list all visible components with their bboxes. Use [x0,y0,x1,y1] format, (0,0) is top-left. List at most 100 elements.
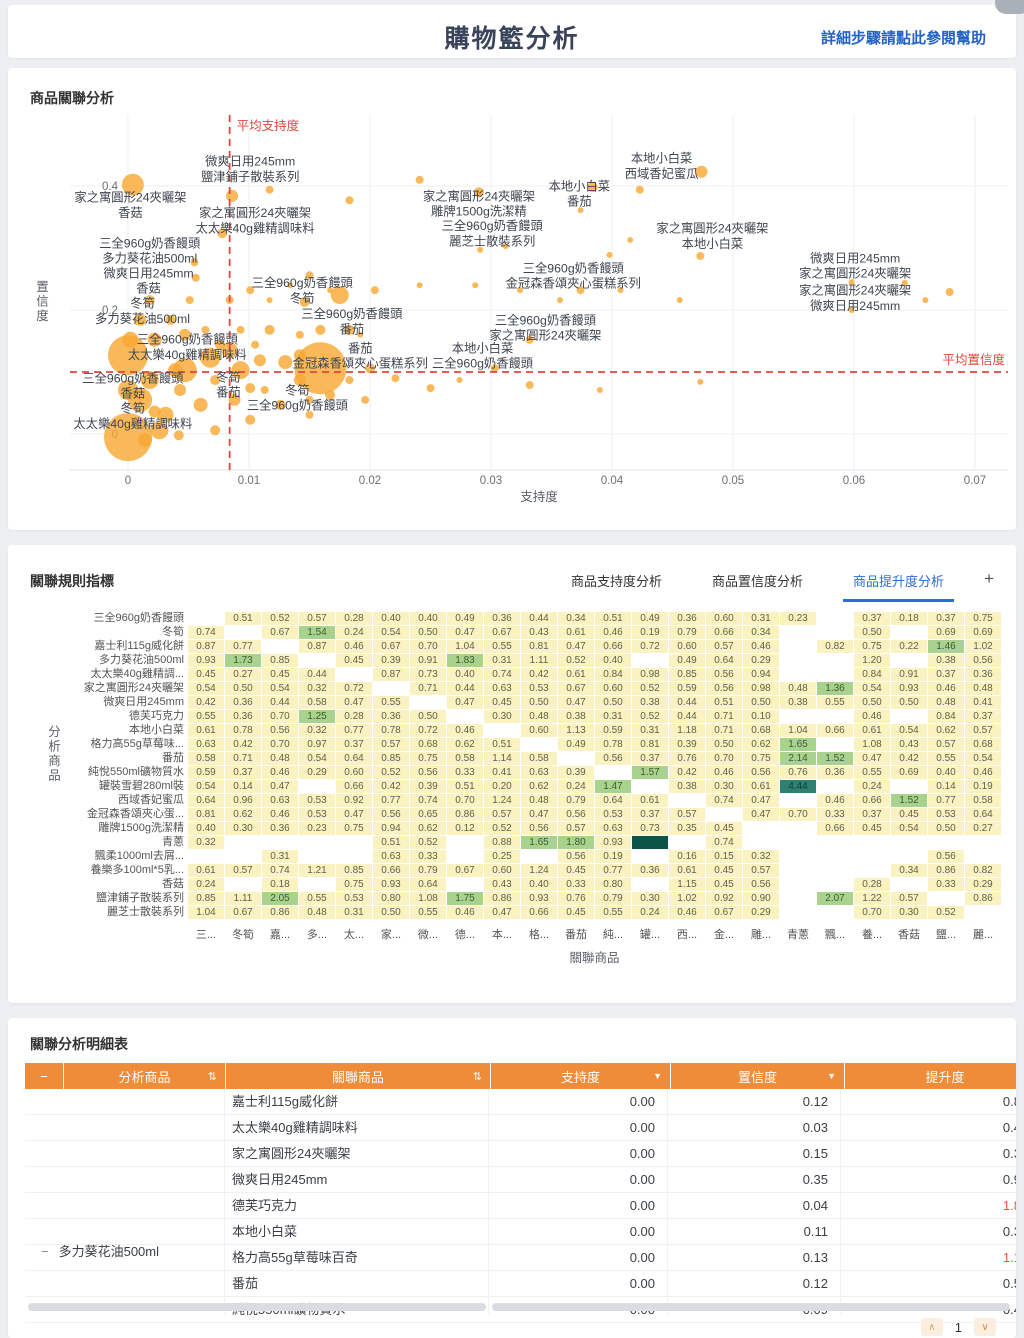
heatmap-cell: 0.91 [410,654,446,667]
column-divider [840,1089,841,1314]
header-analyzed-product[interactable]: 分析商品 ⇅ [63,1063,225,1089]
heatmap-cell: 0.48 [965,682,1001,695]
heatmap-cell: 0.45 [188,668,224,681]
heatmap-cell [817,738,853,751]
filter-triangle-icon[interactable]: ▼ [653,1071,662,1081]
filter-triangle-icon[interactable]: ▼ [827,1071,836,1081]
heatmap-cell: 0.45 [558,906,594,919]
scatter-bubble [587,182,598,193]
heatmap-cell: 0.19 [595,850,631,863]
heatmap-cell: 0.75 [965,612,1001,625]
heatmap-column-label: 格... [528,929,550,941]
heatmap-cell: 0.62 [225,808,261,821]
heatmap-cell [632,878,668,891]
heatmap-cell: 0.28 [336,612,372,625]
heatmap-cell: 0.50 [595,696,631,709]
header-lift[interactable]: 提升度 ▼ [844,1063,1016,1089]
heatmap-cell: 0.54 [373,626,409,639]
scatter-bubble [178,328,191,341]
heatmap-cell: 0.67 [373,640,409,653]
page-number: 1 [954,1319,962,1335]
horizontal-scrollbar-left[interactable] [28,1303,486,1311]
heatmap-cell: 0.70 [706,752,742,765]
scatter-bubble [264,324,275,335]
heatmap-cell: 0.88 [484,836,520,849]
page-up-button[interactable]: ∧ [920,1318,943,1336]
heatmap-cell: 0.54 [299,752,335,765]
heatmap-column-label: 德... [454,929,476,941]
table-row[interactable]: 德芙巧克力 0.00 0.04 1.8 [25,1193,1016,1219]
table-row[interactable]: 太太樂40g雞精調味料 0.00 0.03 0.4 [25,1115,1016,1141]
heatmap-cell: 0.75 [854,640,890,653]
heatmap-cell: 1.36 [817,682,853,695]
heatmap-column-label: 嘉... [269,929,291,941]
scatter-bubble [305,410,314,419]
group-collapse-icon[interactable]: − [41,1244,49,1259]
header-associated-product[interactable]: 關聯商品 ⇅ [225,1063,490,1089]
x-tick-label: 0 [125,475,131,487]
heatmap-cell: 0.68 [965,738,1001,751]
table-row[interactable]: 家之寓圓形24夾曬架 0.00 0.15 0.3 [25,1141,1016,1167]
sort-filter-icon[interactable]: ⇅ [207,1070,217,1083]
heatmap-cell: 0.79 [669,626,705,639]
heatmap-cell: 0.93 [891,682,927,695]
heatmap-cell: 0.56 [262,724,298,737]
heatmap-cell: 0.44 [669,710,705,723]
heatmap-cell: 0.42 [373,780,409,793]
scatter-bubble [517,287,524,294]
heatmap-cell: 0.63 [595,822,631,835]
table-row[interactable]: 本地小白菜 0.00 0.11 0.3 [25,1219,1016,1245]
collapse-all-icon[interactable]: − [40,1068,48,1084]
heatmap-cell: 0.47 [336,808,372,821]
heatmap-cell: 0.49 [669,654,705,667]
scatter-bubble [251,340,260,349]
scatter-point-label: 家之寓圓形24夾曬架香菇 [74,190,186,220]
heatmap-cell [817,850,853,863]
tab-support-analysis[interactable]: 商品支持度分析 [571,574,663,589]
scatter-bubble [118,379,138,400]
table-row[interactable]: 微爽日用245mm 0.00 0.35 0.9 [25,1167,1016,1193]
heatmap-cell: 0.23 [780,612,816,625]
heatmap-row-label: 微爽日用245mm [103,696,184,708]
cell-confidence: 0.12 [802,1094,828,1109]
scatter-bubble [357,331,364,338]
header-collapse-cell[interactable]: − [25,1063,63,1089]
heatmap-cell: 0.52 [928,906,964,919]
sort-filter-icon[interactable]: ⇅ [472,1070,482,1083]
heatmap-cell [447,836,483,849]
heatmap-column-label: 微... [417,929,439,941]
header-confidence[interactable]: 置信度 ▼ [670,1063,844,1089]
heatmap-cell: 0.85 [188,892,224,905]
table-row[interactable]: 嘉士利115g威化餅 0.00 0.12 0.8 [25,1089,1016,1115]
cell-associated-product: 德芙巧克力 [232,1198,298,1213]
heatmap-row-label: 嘉士利115g威化餅 [94,640,184,652]
heatmap-cell: 0.72 [336,682,372,695]
tab-confidence-analysis[interactable]: 商品置信度分析 [712,574,804,589]
horizontal-scrollbar-right[interactable] [492,1303,1010,1311]
heatmap-cell: 0.56 [706,682,742,695]
heatmap-cell [891,878,927,891]
heatmap-cell [780,822,816,835]
heatmap-cell: 0.85 [336,864,372,877]
scatter-bubble [370,286,379,295]
heatmap-column-label: 罐... [639,929,661,941]
table-row[interactable]: 格力高55g草莓味百奇 0.00 0.13 1.1 [25,1245,1016,1271]
heatmap-cell [817,836,853,849]
scatter-bubble [147,332,162,347]
add-tab-icon[interactable]: + [984,569,994,588]
heatmap-column-label: 多... [306,929,328,941]
tab-lift-analysis[interactable]: 商品提升度分析 [843,567,955,602]
heatmap-cell [299,878,335,891]
table-row[interactable]: 番茄 0.00 0.12 0.5 [25,1271,1016,1297]
heatmap-cell: 0.50 [410,710,446,723]
heatmap-cell: 0.71 [225,752,261,765]
heatmap-cell: 0.62 [410,822,446,835]
help-link[interactable]: 詳細步驟請點此參閱幫助 [820,30,986,47]
header-support[interactable]: 支持度 ▼ [490,1063,670,1089]
page-down-button[interactable]: ∨ [974,1318,996,1336]
heatmap-cell: 0.58 [521,752,557,765]
heatmap-cell: 0.54 [854,682,890,695]
heatmap-cell: 0.45 [706,878,742,891]
scatter-bubble [174,383,187,396]
heatmap-cell [521,850,557,863]
